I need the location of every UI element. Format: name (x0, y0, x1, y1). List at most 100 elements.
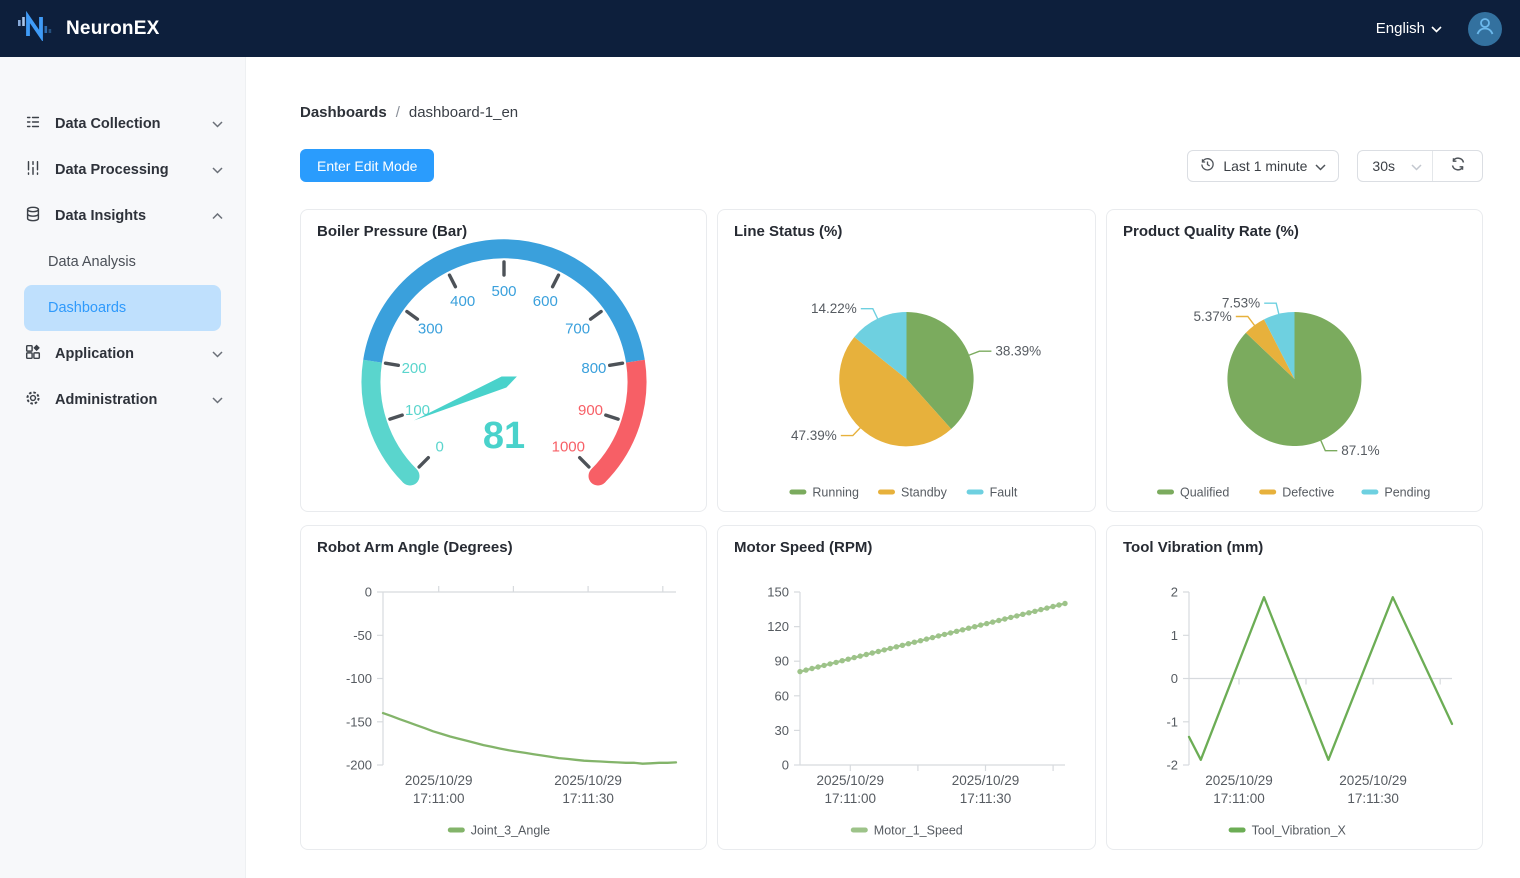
divider (1432, 150, 1433, 181)
svg-text:Running: Running (812, 486, 859, 500)
card-motor-speed: Motor Speed (RPM) 0 30 60 90 120 150 2025/10/2… (717, 525, 1096, 850)
card-line-status: Line Status (%) 38.39% 47.39% 14.22% Runnin… (717, 209, 1096, 512)
chevron-down-icon (212, 116, 223, 132)
card-title: Line Status (%) (734, 223, 843, 240)
svg-text:Standby: Standby (901, 486, 948, 500)
svg-text:-100: -100 (346, 671, 372, 686)
svg-text:120: 120 (767, 619, 789, 634)
svg-text:17:11:00: 17:11:00 (825, 791, 877, 806)
refresh-interval-select[interactable]: 30s (1358, 151, 1432, 181)
card-robot-arm-angle: Robot Arm Angle (Degrees) 0 -50 -100 -150 -2… (300, 525, 707, 850)
svg-text:14.22%: 14.22% (811, 301, 857, 316)
refresh-button[interactable] (1433, 151, 1482, 181)
refresh-interval-value: 30s (1372, 157, 1395, 174)
breadcrumb: Dashboards / dashboard-1_en (300, 104, 1483, 121)
refresh-group: 30s (1357, 149, 1483, 182)
robot-arm-line-chart: 0 -50 -100 -150 -200 2025/10/29 17:11:00 2025/1… (301, 526, 706, 849)
svg-text:0: 0 (782, 758, 789, 773)
sidebar-item-label: Application (55, 346, 134, 362)
language-selector[interactable]: English (1376, 20, 1442, 37)
svg-text:-150: -150 (346, 714, 372, 729)
user-icon (1473, 14, 1497, 43)
svg-text:17:11:00: 17:11:00 (1213, 791, 1265, 806)
chevron-down-icon (212, 392, 223, 408)
svg-text:700: 700 (565, 321, 590, 338)
sidebar-item-data-processing[interactable]: Data Processing (0, 147, 245, 193)
dashboard-grid: Boiler Pressure (Bar) 0 100 200 300 400 500 60… (300, 209, 1483, 850)
svg-text:7.53%: 7.53% (1222, 296, 1260, 311)
svg-text:100: 100 (405, 402, 430, 419)
svg-text:2025/10/29: 2025/10/29 (554, 773, 622, 788)
svg-text:Defective: Defective (1282, 486, 1334, 500)
svg-text:800: 800 (581, 360, 606, 377)
svg-text:Motor_1_Speed: Motor_1_Speed (874, 824, 963, 838)
time-range-selector[interactable]: Last 1 minute (1187, 149, 1340, 182)
svg-text:200: 200 (402, 360, 427, 377)
svg-text:60: 60 (775, 688, 789, 703)
card-tool-vibration: Tool Vibration (mm) 2 1 0 -1 -2 2025/10/29 17:… (1106, 525, 1483, 850)
breadcrumb-dashboards-link[interactable]: Dashboards (300, 104, 387, 121)
svg-text:17:11:00: 17:11:00 (413, 791, 465, 806)
enter-edit-mode-button[interactable]: Enter Edit Mode (300, 149, 435, 182)
svg-text:400: 400 (450, 293, 475, 310)
svg-text:2025/10/29: 2025/10/29 (1339, 773, 1407, 788)
svg-text:38.39%: 38.39% (995, 344, 1041, 359)
sidebar-item-dashboards[interactable]: Dashboards (24, 285, 221, 331)
time-range-label: Last 1 minute (1223, 157, 1308, 174)
svg-text:17:11:30: 17:11:30 (562, 791, 614, 806)
svg-text:2025/10/29: 2025/10/29 (405, 773, 473, 788)
sidebar-item-administration[interactable]: Administration (0, 377, 245, 423)
svg-text:90: 90 (775, 654, 789, 669)
sidebar-item-data-analysis[interactable]: Data Analysis (24, 239, 221, 285)
card-title: Boiler Pressure (Bar) (317, 223, 468, 240)
breadcrumb-separator: / (395, 104, 400, 121)
svg-text:500: 500 (491, 283, 516, 300)
svg-text:2025/10/29: 2025/10/29 (817, 773, 885, 788)
main-content: Dashboards / dashboard-1_en Enter Edit M… (246, 57, 1520, 878)
history-clock-icon (1200, 157, 1215, 175)
refresh-icon (1450, 156, 1466, 175)
svg-text:17:11:30: 17:11:30 (960, 791, 1012, 806)
chevron-down-icon (1431, 20, 1442, 37)
sidebar-item-data-insights[interactable]: Data Insights (0, 193, 245, 239)
chevron-down-icon (1411, 158, 1422, 174)
svg-text:0: 0 (1171, 671, 1178, 686)
administration-icon (24, 389, 42, 411)
svg-text:-1: -1 (1166, 714, 1178, 729)
product-quality-pie-chart: 87.1% 5.37% 7.53% Qualified Defective Pending (1107, 210, 1482, 511)
svg-text:600: 600 (533, 293, 558, 310)
svg-text:-2: -2 (1166, 758, 1178, 773)
svg-text:300: 300 (418, 321, 443, 338)
sidebar-item-application[interactable]: Application (0, 331, 245, 377)
svg-text:-200: -200 (346, 758, 372, 773)
sidebar-item-label: Data Collection (55, 116, 161, 132)
sidebar-item-label: Dashboards (48, 300, 127, 316)
card-title: Tool Vibration (mm) (1123, 539, 1264, 556)
svg-text:150: 150 (767, 585, 789, 600)
top-navbar: NeuronEX English (0, 0, 1520, 57)
svg-text:0: 0 (365, 585, 372, 600)
svg-text:2: 2 (1171, 585, 1178, 600)
svg-text:Joint_3_Angle: Joint_3_Angle (471, 824, 550, 838)
language-label: English (1375, 20, 1425, 37)
card-title: Motor Speed (RPM) (734, 539, 873, 556)
boiler-pressure-gauge-chart: 0 100 200 300 400 500 600 700 800 900 1000 81 (301, 210, 706, 511)
sidebar-item-data-collection[interactable]: Data Collection (0, 101, 245, 147)
processing-icon (24, 159, 42, 181)
sidebar-item-label: Data Processing (55, 162, 169, 178)
svg-text:30: 30 (775, 723, 789, 738)
sidebar-item-label: Data Analysis (48, 254, 136, 270)
chevron-down-icon (212, 346, 223, 362)
chevron-up-icon (212, 208, 223, 224)
insights-icon (24, 205, 42, 227)
user-avatar[interactable] (1468, 11, 1502, 46)
svg-text:5.37%: 5.37% (1194, 309, 1232, 324)
svg-text:Fault: Fault (990, 486, 1018, 500)
svg-text:87.1%: 87.1% (1341, 443, 1379, 458)
svg-text:1: 1 (1171, 628, 1178, 643)
neuronex-logo-icon (16, 10, 56, 46)
application-icon (24, 343, 42, 365)
card-product-quality: Product Quality Rate (%) 87.1% 5.37% 7.53%… (1106, 209, 1483, 512)
breadcrumb-current: dashboard-1_en (408, 104, 519, 121)
svg-text:47.39%: 47.39% (791, 428, 837, 443)
